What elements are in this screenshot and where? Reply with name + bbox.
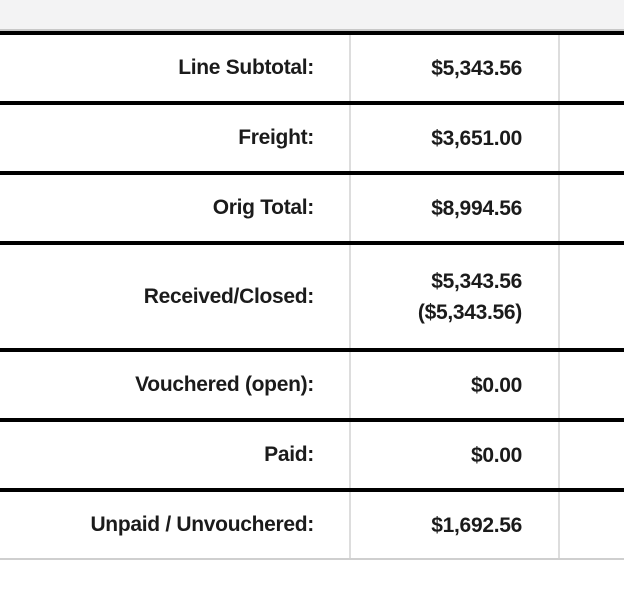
row-label: Vouchered (open): [0,352,351,418]
table-row: Unpaid / Unvouchered: $1,692.56 [0,488,624,558]
row-value: $5,343.56 [351,35,560,101]
row-value-main: $1,692.56 [431,513,522,537]
row-value-main: $5,343.56 [431,56,522,80]
table-row: Line Subtotal: $5,343.56 [0,31,624,101]
row-label: Freight: [0,105,351,171]
row-value-secondary: ($5,343.56) [417,300,522,324]
row-label: Orig Total: [0,175,351,241]
row-value: $5,343.56 ($5,343.56) [351,245,560,348]
row-value: $1,692.56 [351,492,560,558]
row-value-main: $8,994.56 [431,196,522,220]
row-value-main: $0.00 [470,443,522,467]
table-row: Freight: $3,651.00 [0,101,624,171]
row-value-main: $5,343.56 [431,269,522,293]
row-empty-cell [560,492,624,558]
table-row: Received/Closed: $5,343.56 ($5,343.56) [0,241,624,348]
row-empty-cell [560,105,624,171]
row-empty-cell [560,422,624,488]
totals-table: Line Subtotal: $5,343.56 Freight: $3,651… [0,31,624,560]
row-label: Paid: [0,422,351,488]
row-value-main: $0.00 [470,373,522,397]
row-empty-cell [560,175,624,241]
row-value: $0.00 [351,422,560,488]
row-label: Line Subtotal: [0,35,351,101]
row-value: $0.00 [351,352,560,418]
header-spacer [0,0,624,31]
row-value: $8,994.56 [351,175,560,241]
row-value: $3,651.00 [351,105,560,171]
row-empty-cell [560,245,624,348]
row-empty-cell [560,352,624,418]
row-value-main: $3,651.00 [431,126,522,150]
row-label: Unpaid / Unvouchered: [0,492,351,558]
table-row: Vouchered (open): $0.00 [0,348,624,418]
table-row: Orig Total: $8,994.56 [0,171,624,241]
row-label: Received/Closed: [0,245,351,348]
row-empty-cell [560,35,624,101]
table-row: Paid: $0.00 [0,418,624,488]
